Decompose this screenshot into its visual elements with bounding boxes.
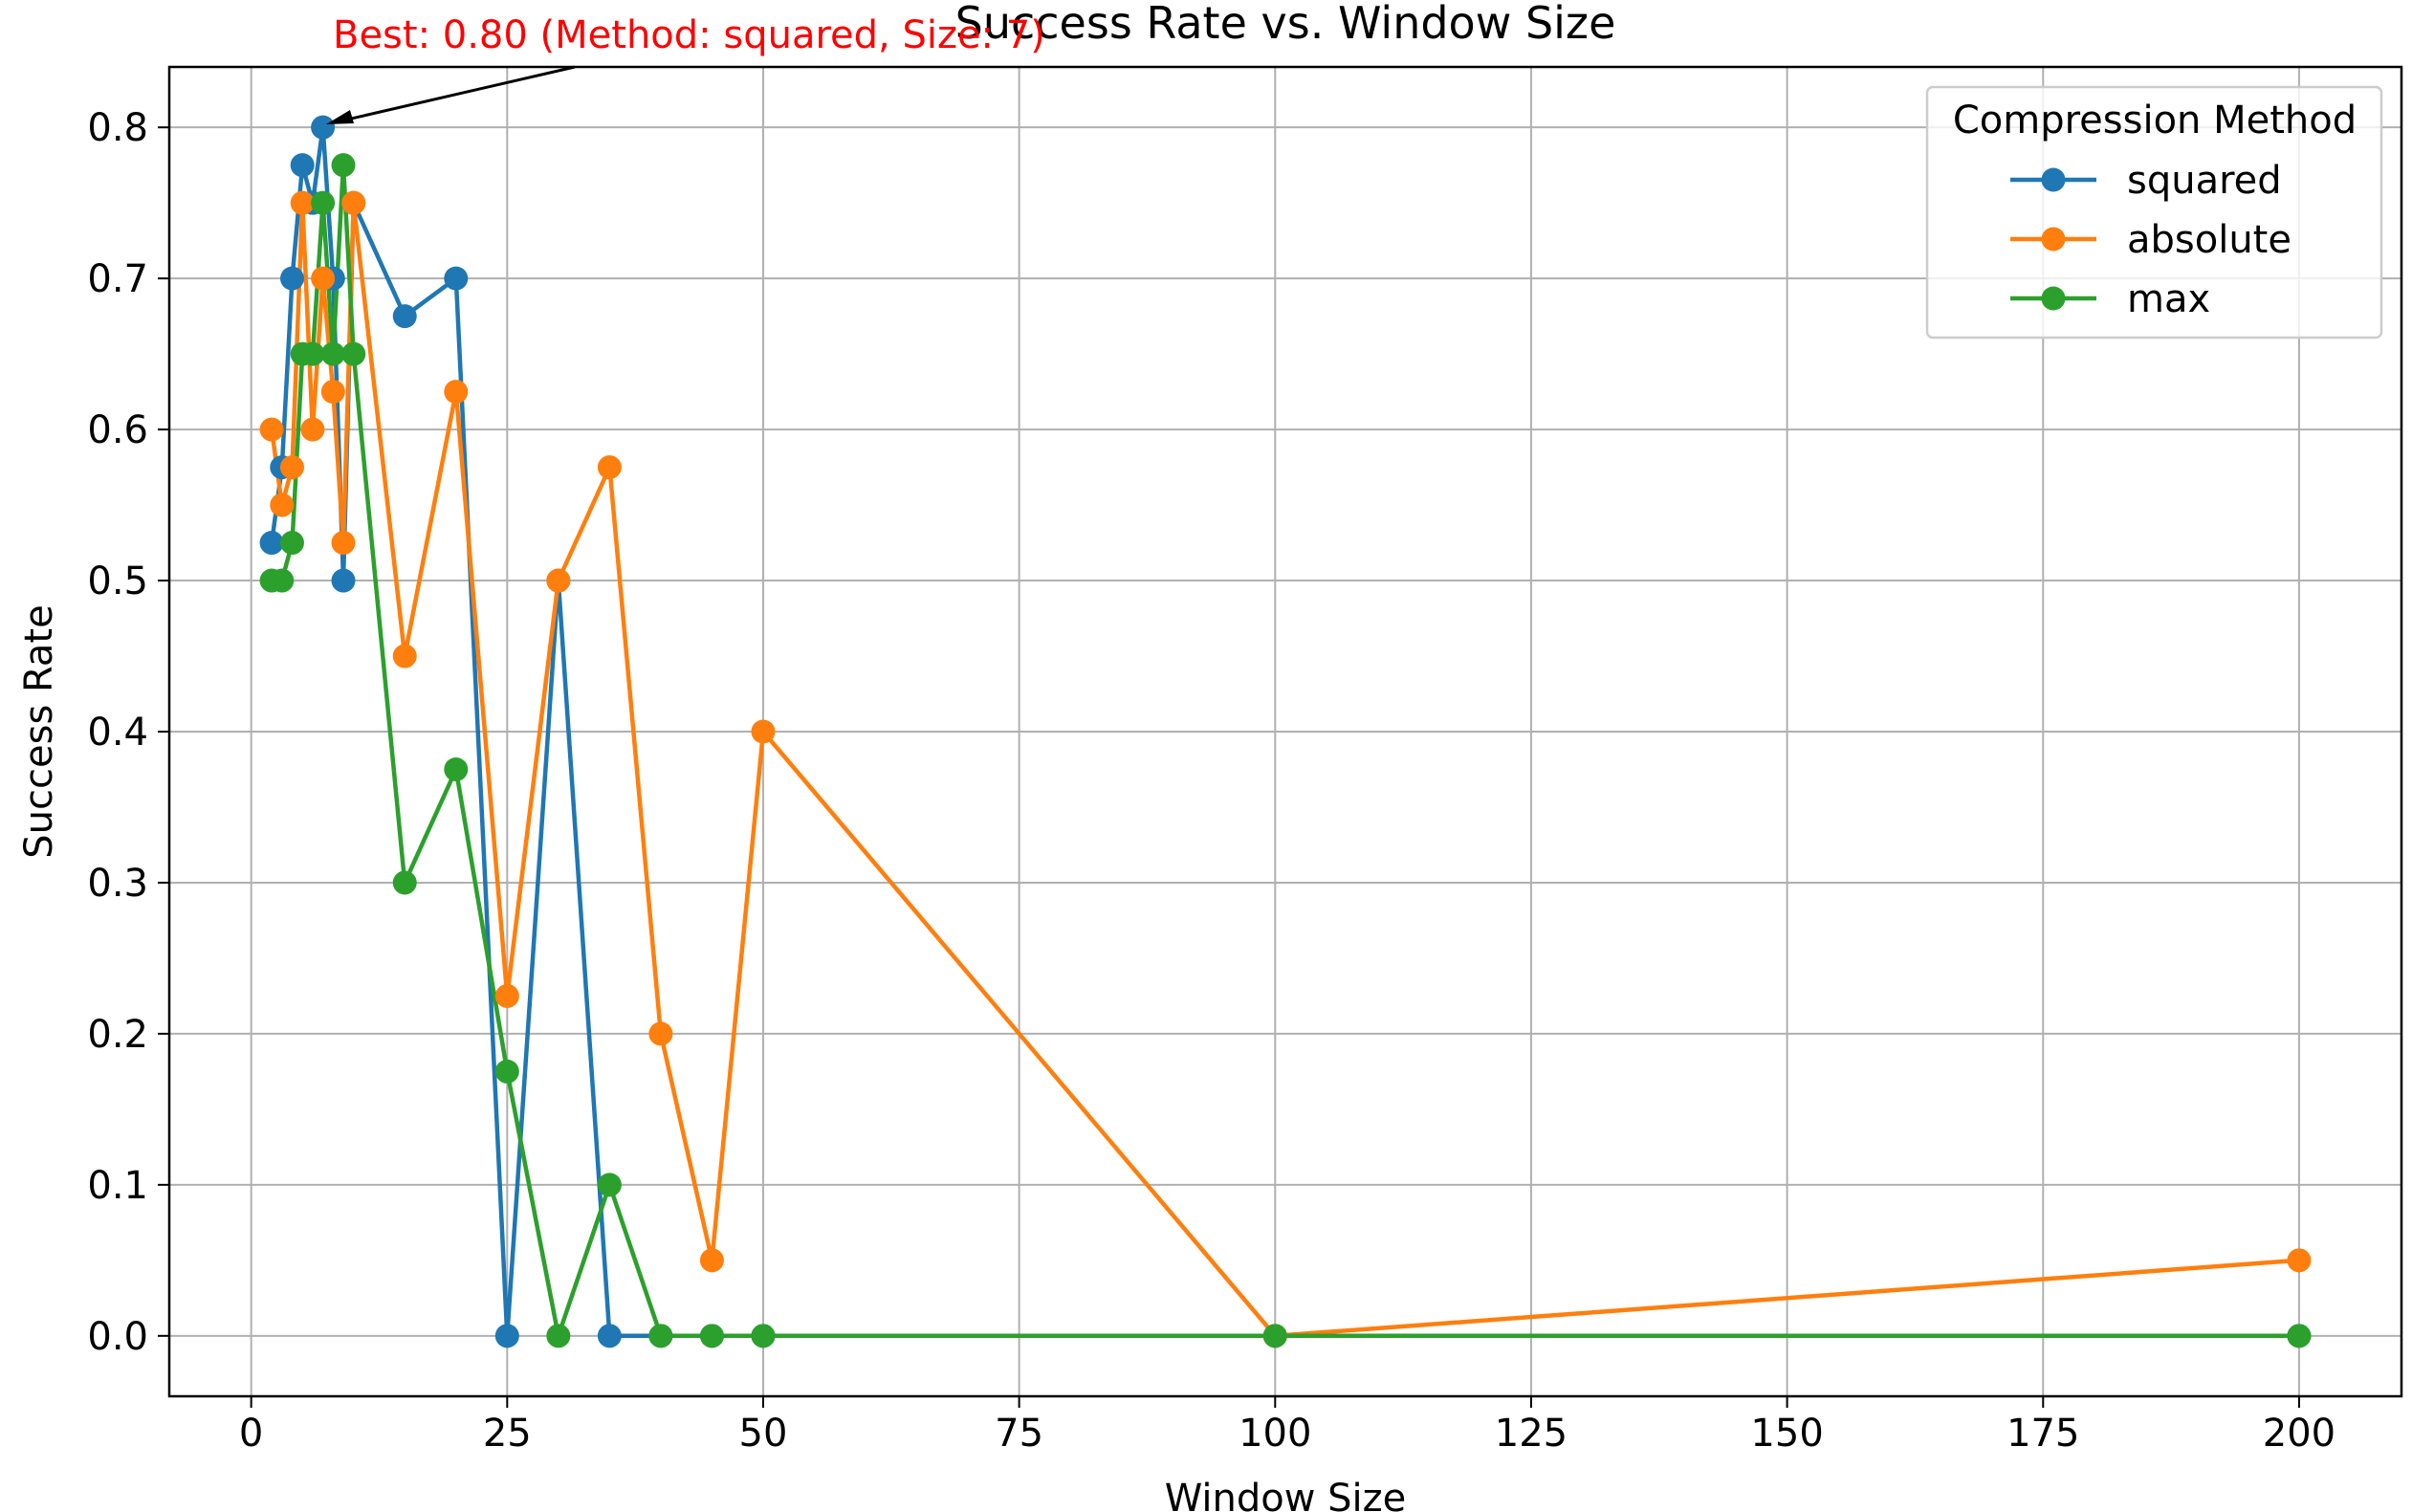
x-tick-label: 0 [239, 1412, 263, 1456]
data-point-absolute [331, 531, 356, 556]
data-point-squared [597, 1324, 622, 1348]
data-point-max [494, 1059, 519, 1084]
best-annotation: Best: 0.80 (Method: squared, Size: 7) [326, 13, 1045, 124]
data-point-squared [494, 1324, 519, 1348]
y-tick-label: 0.7 [87, 257, 148, 301]
data-point-absolute [259, 417, 284, 442]
data-point-squared [279, 266, 304, 291]
annotation-text: Best: 0.80 (Method: squared, Size: 7) [333, 13, 1045, 57]
y-axis-label: Success Rate [17, 604, 61, 858]
data-point-absolute [300, 417, 325, 442]
data-point-absolute [320, 380, 345, 405]
data-point-absolute [648, 1021, 673, 1046]
data-point-squared [311, 115, 336, 140]
data-point-absolute [699, 1248, 724, 1273]
x-tick-label: 175 [2006, 1412, 2079, 1456]
y-tick-label: 0.4 [87, 711, 148, 755]
data-point-absolute [546, 568, 571, 593]
series-line-max [272, 163, 2299, 1339]
data-point-max [270, 568, 295, 593]
data-point-absolute [279, 455, 304, 480]
data-point-max [279, 531, 304, 556]
data-point-max [2287, 1324, 2312, 1348]
data-point-absolute [444, 380, 469, 405]
legend-label-max: max [2127, 277, 2210, 321]
y-tick-label: 0.6 [87, 408, 148, 452]
data-point-absolute [341, 190, 366, 215]
data-point-absolute [311, 266, 336, 291]
x-tick-label: 125 [1495, 1412, 1568, 1456]
legend-box [1925, 85, 2383, 340]
x-tick-label: 200 [2263, 1412, 2335, 1456]
data-point-max [331, 153, 356, 178]
y-tick-label: 0.8 [87, 106, 148, 150]
data-point-absolute [2287, 1248, 2312, 1273]
data-point-max [311, 190, 336, 215]
grid-lines [169, 67, 2401, 1396]
data-point-max [546, 1324, 571, 1348]
data-point-squared [259, 531, 284, 556]
x-tick-label: 75 [995, 1412, 1043, 1456]
x-tick-label: 25 [483, 1412, 532, 1456]
data-markers [259, 115, 2312, 1348]
y-tick-label: 0.0 [87, 1315, 148, 1359]
data-point-squared [331, 568, 356, 593]
x-tick-label: 50 [739, 1412, 788, 1456]
series-line-absolute [269, 200, 2300, 1339]
data-point-max [320, 341, 345, 366]
data-point-max [1262, 1324, 1287, 1348]
legend-marker-absolute [2041, 227, 2066, 252]
data-point-max [597, 1172, 622, 1197]
legend-label-absolute: absolute [2127, 218, 2291, 262]
y-tick-label: 0.1 [87, 1164, 148, 1208]
data-point-max [648, 1324, 673, 1348]
y-tick-label: 0.2 [87, 1013, 148, 1057]
legend-title: Compression Method [1953, 99, 2357, 142]
data-point-absolute [597, 455, 622, 480]
data-point-absolute [494, 983, 519, 1008]
x-tick-label: 150 [1750, 1412, 1823, 1456]
data-point-absolute [270, 493, 295, 517]
data-point-max [341, 341, 366, 366]
annotation-arrow-head [326, 110, 354, 124]
data-point-squared [290, 153, 315, 178]
x-axis-label: Window Size [1165, 1477, 1407, 1512]
data-point-absolute [392, 644, 417, 668]
y-tick-label: 0.5 [87, 559, 148, 603]
x-tick-label: 100 [1239, 1412, 1311, 1456]
annotation-arrow-shaft [334, 65, 576, 124]
y-tick-label: 0.3 [87, 862, 148, 906]
axis-ticks: 0 25 50 75 100 125 150 175 200 0.0 0.1 0.2 0.3 0.4 0.5… [87, 106, 2335, 1456]
data-point-max [300, 341, 325, 366]
data-point-max [444, 756, 469, 781]
data-point-absolute [290, 190, 315, 215]
chart-title: Success Rate vs. Window Size [955, 0, 1616, 49]
data-point-max [392, 870, 417, 895]
legend-marker-max [2041, 286, 2066, 311]
legend: Compression Method squared absolute max [1925, 85, 2383, 340]
legend-marker-squared [2041, 167, 2066, 192]
data-point-max [699, 1324, 724, 1348]
legend-label-squared: squared [2127, 159, 2282, 203]
legend-items: squared absolute max [2010, 159, 2291, 321]
data-point-max [751, 1324, 776, 1348]
data-point-absolute [751, 719, 776, 744]
data-point-squared [444, 266, 469, 291]
data-point-squared [392, 304, 417, 329]
